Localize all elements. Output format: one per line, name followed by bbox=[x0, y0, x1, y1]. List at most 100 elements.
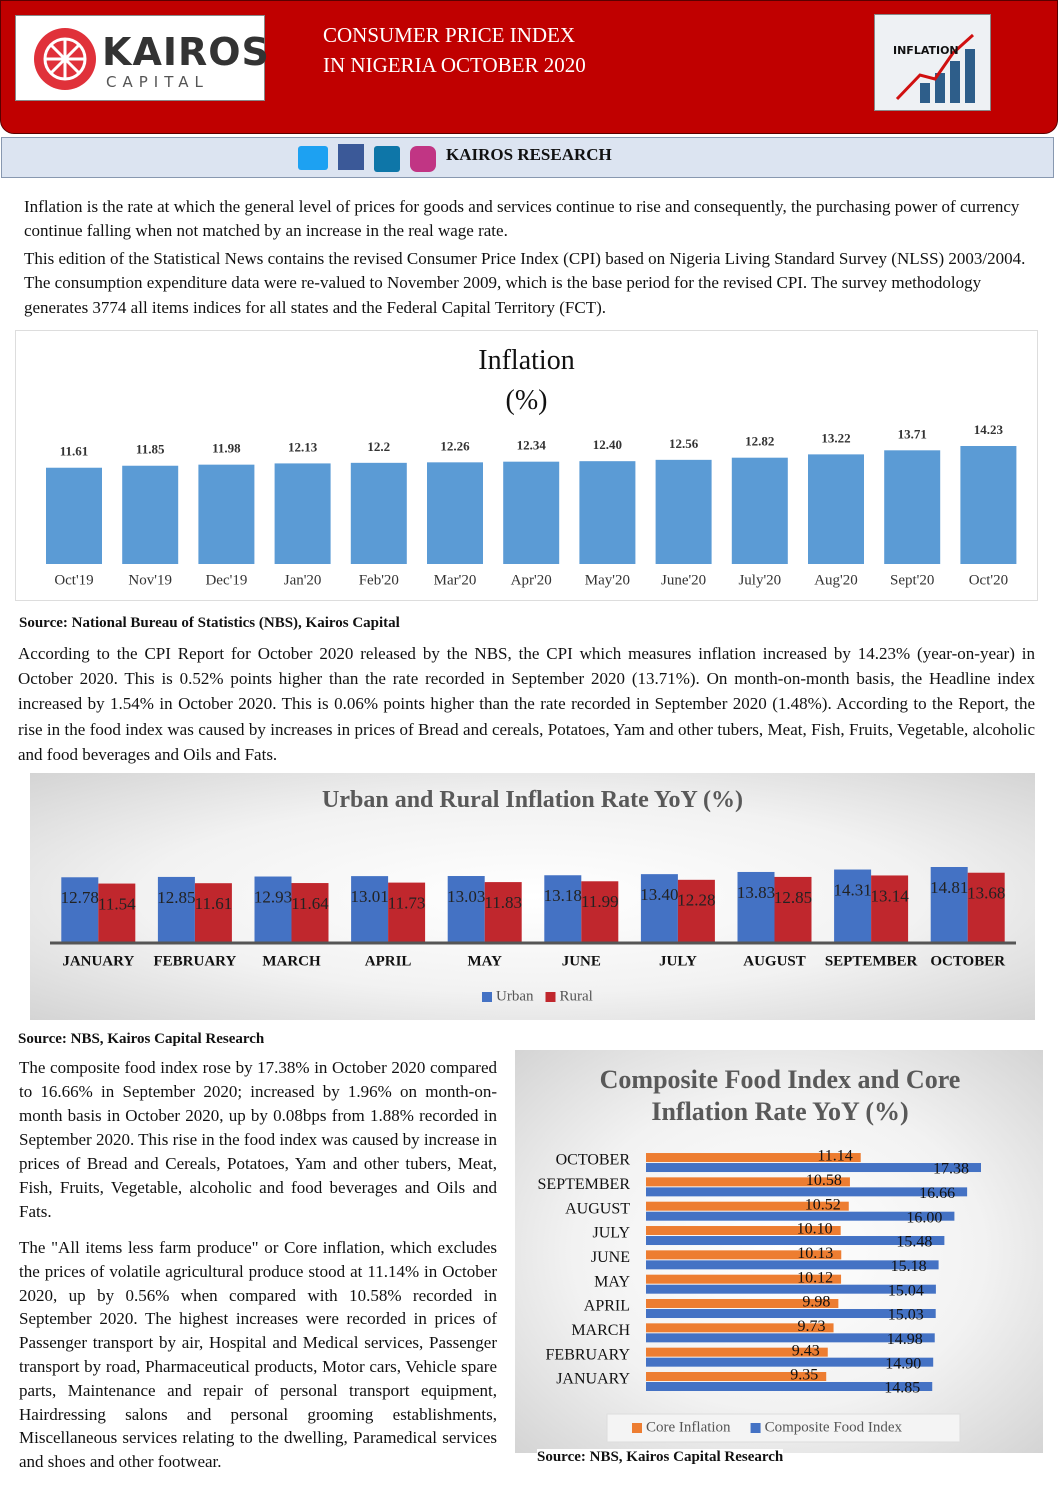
bar bbox=[646, 1163, 981, 1173]
bar bbox=[646, 1274, 842, 1284]
x-tick-label: SEPTEMBER bbox=[825, 953, 918, 969]
bar bbox=[967, 872, 1005, 942]
bar bbox=[640, 874, 678, 942]
value-label: 13.71 bbox=[898, 426, 927, 441]
body-paragraph: According to the CPI Report for October … bbox=[18, 644, 1035, 764]
bar bbox=[544, 875, 582, 942]
chart: 11.61 Oct'19 11.85 Nov'19 11.98 Dec'19 12.13 Ja… bbox=[46, 422, 1017, 588]
x-tick-label: JANUARY bbox=[62, 953, 134, 969]
bar bbox=[646, 1299, 839, 1309]
twitter-icon[interactable] bbox=[298, 146, 328, 170]
chart-box: Urban and Rural Inflation Rate YoY (%) 1… bbox=[30, 773, 1035, 1020]
y-tick-label: JULY bbox=[592, 1225, 630, 1242]
value-label: 11.99 bbox=[581, 892, 619, 911]
x-tick-label: AUGUST bbox=[743, 953, 806, 969]
y-tick-label: AUGUST bbox=[565, 1200, 630, 1217]
value-label: 13.14 bbox=[870, 886, 909, 905]
legend-label: Rural bbox=[560, 988, 593, 1004]
value-label: 12.78 bbox=[61, 888, 99, 907]
y-tick-label: SEPTEMBER bbox=[538, 1176, 631, 1193]
intro-paragraph: Inflation is the rate at which the gener… bbox=[24, 197, 1020, 241]
chart-subtitle: (%) bbox=[505, 385, 548, 416]
value-label: 9.98 bbox=[802, 1294, 830, 1311]
logo-box: KAIROS CAPITAL bbox=[15, 15, 269, 101]
value-label: 12.85 bbox=[774, 888, 812, 907]
legend-swatch bbox=[482, 992, 492, 1002]
x-tick-label: Dec'19 bbox=[205, 572, 247, 588]
bar bbox=[122, 465, 179, 564]
intro-paragraph: This edition of the Statistical News con… bbox=[24, 249, 1026, 317]
bar bbox=[774, 876, 812, 942]
linkedin-icon[interactable] bbox=[374, 146, 400, 172]
value-label: 9.73 bbox=[798, 1318, 826, 1335]
value-label: 9.35 bbox=[790, 1367, 818, 1384]
image-text: INFLATION bbox=[893, 44, 959, 57]
social-icons bbox=[298, 144, 436, 172]
bar bbox=[198, 464, 255, 564]
bar bbox=[737, 871, 775, 942]
value-label: 14.81 bbox=[930, 878, 968, 897]
value-label: 14.98 bbox=[887, 1331, 923, 1348]
value-label: 13.01 bbox=[350, 887, 388, 906]
chart-box: Inflation (%) 11.61 Oct'19 11.85 Nov'19 11.9… bbox=[15, 330, 1038, 601]
x-tick-label: APRIL bbox=[365, 953, 412, 969]
bar bbox=[646, 1309, 936, 1319]
legend-swatch bbox=[750, 1423, 761, 1433]
chart-title: Urban and Rural Inflation Rate YoY (%) bbox=[322, 787, 743, 813]
bar bbox=[930, 867, 968, 942]
value-label: 10.10 bbox=[797, 1221, 833, 1238]
bar bbox=[350, 462, 407, 564]
value-label: 10.13 bbox=[797, 1245, 833, 1262]
value-label: 12.93 bbox=[254, 887, 292, 906]
value-label: 10.52 bbox=[805, 1196, 841, 1213]
y-tick-label: MARCH bbox=[571, 1322, 630, 1339]
bar bbox=[46, 467, 102, 564]
value-label: 11.61 bbox=[60, 444, 89, 459]
legend-label: Urban bbox=[496, 988, 534, 1004]
x-tick-label: JUNE bbox=[562, 953, 601, 969]
value-label: 13.18 bbox=[544, 886, 582, 905]
value-label: 12.28 bbox=[677, 891, 715, 910]
x-tick-label: JULY bbox=[659, 953, 697, 969]
value-label: 12.82 bbox=[745, 434, 774, 449]
bar bbox=[581, 881, 619, 942]
inflation-image: INFLATION bbox=[874, 14, 991, 111]
value-label: 13.03 bbox=[447, 887, 485, 906]
x-tick-label: Aug'20 bbox=[814, 572, 858, 588]
source: Source: NBS, Kairos Capital Research bbox=[18, 1031, 265, 1047]
legend-box bbox=[606, 1413, 961, 1443]
instagram-icon[interactable] bbox=[410, 146, 436, 172]
y-tick-label: OCTOBER bbox=[556, 1152, 631, 1169]
x-tick-label: MAY bbox=[467, 953, 502, 969]
value-label: 12.26 bbox=[440, 438, 470, 453]
legend-swatch bbox=[545, 992, 556, 1002]
title-line: IN NIGERIA OCTOBER 2020 bbox=[323, 53, 586, 77]
value-label: 11.61 bbox=[195, 894, 233, 913]
legend-swatch bbox=[632, 1423, 642, 1433]
body-paragraph: The composite food index rose by 17.38% … bbox=[19, 1058, 497, 1221]
value-label: 11.73 bbox=[388, 894, 426, 913]
bar bbox=[194, 883, 232, 942]
title-line: CONSUMER PRICE INDEX bbox=[323, 23, 576, 47]
bar bbox=[254, 876, 292, 942]
header-title: CONSUMER PRICE INDEX IN NIGERIA OCTOBER … bbox=[323, 20, 586, 80]
value-label: 14.90 bbox=[885, 1355, 921, 1372]
logo-sub: CAPITAL bbox=[106, 73, 209, 91]
chart-title: Composite Food Index and Core Inflation … bbox=[599, 1065, 961, 1126]
value-label: 12.85 bbox=[157, 888, 195, 907]
y-tick-label: APRIL bbox=[584, 1298, 630, 1315]
value-label: 15.18 bbox=[891, 1258, 927, 1275]
value-label: 16.66 bbox=[919, 1185, 955, 1202]
value-label: 17.38 bbox=[933, 1161, 969, 1178]
facebook-icon[interactable] bbox=[338, 144, 364, 170]
value-label: 15.03 bbox=[888, 1307, 924, 1324]
bar bbox=[427, 462, 483, 564]
value-label: 11.83 bbox=[484, 893, 522, 912]
value-label: 9.43 bbox=[792, 1342, 820, 1359]
value-label: 11.54 bbox=[98, 894, 136, 913]
chart-box: Composite Food Index and Core Inflation … bbox=[515, 1050, 1043, 1453]
social-bar bbox=[1, 137, 1054, 178]
bar bbox=[646, 1211, 955, 1221]
